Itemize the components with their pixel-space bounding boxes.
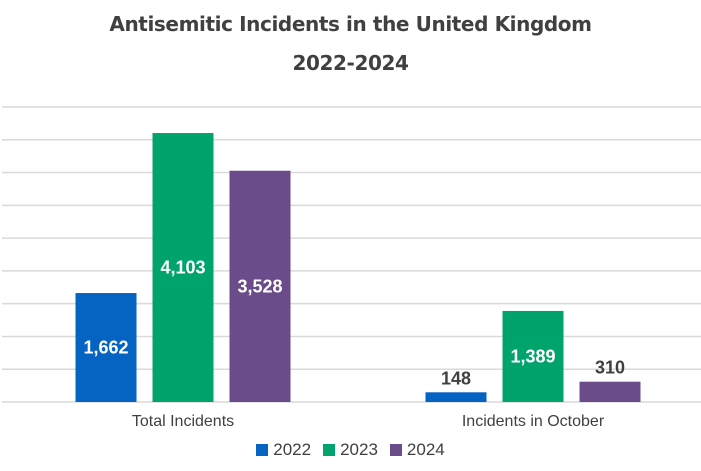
data-label: 310	[595, 358, 625, 378]
legend-swatch	[389, 444, 402, 456]
chart-title: Antisemitic Incidents in the United King…	[109, 12, 592, 36]
x-tick-label: Incidents in October	[462, 413, 605, 430]
data-label: 4,103	[160, 258, 205, 278]
x-tick-label: Total Incidents	[132, 413, 234, 430]
bar-2023-0	[152, 133, 214, 402]
legend: 2022 2023 2024	[0, 440, 701, 460]
data-label: 1,389	[510, 346, 555, 366]
bar-2024-1	[579, 381, 641, 402]
data-label: 3,528	[237, 276, 282, 296]
data-label: 1,662	[83, 338, 128, 358]
bar-2023-1	[502, 310, 564, 402]
bar-2022-1	[425, 392, 487, 402]
legend-swatch	[323, 444, 336, 456]
bar-chart: 1,662 4,103 3,528 Total Incidents 148 1,389 31…	[2, 106, 701, 430]
bar-2024-0	[229, 170, 291, 402]
legend-item: 2023	[323, 440, 378, 460]
legend-item: 2022	[256, 440, 311, 460]
legend-label: 2023	[340, 440, 378, 459]
legend-item: 2024	[389, 440, 445, 460]
legend-label: 2022	[273, 440, 312, 459]
bar-2022-0	[75, 293, 137, 402]
legend-label: 2024	[406, 440, 445, 459]
legend-swatch	[256, 444, 269, 456]
chart-subtitle: 2022-2024	[292, 51, 409, 75]
data-label: 148	[441, 368, 471, 388]
